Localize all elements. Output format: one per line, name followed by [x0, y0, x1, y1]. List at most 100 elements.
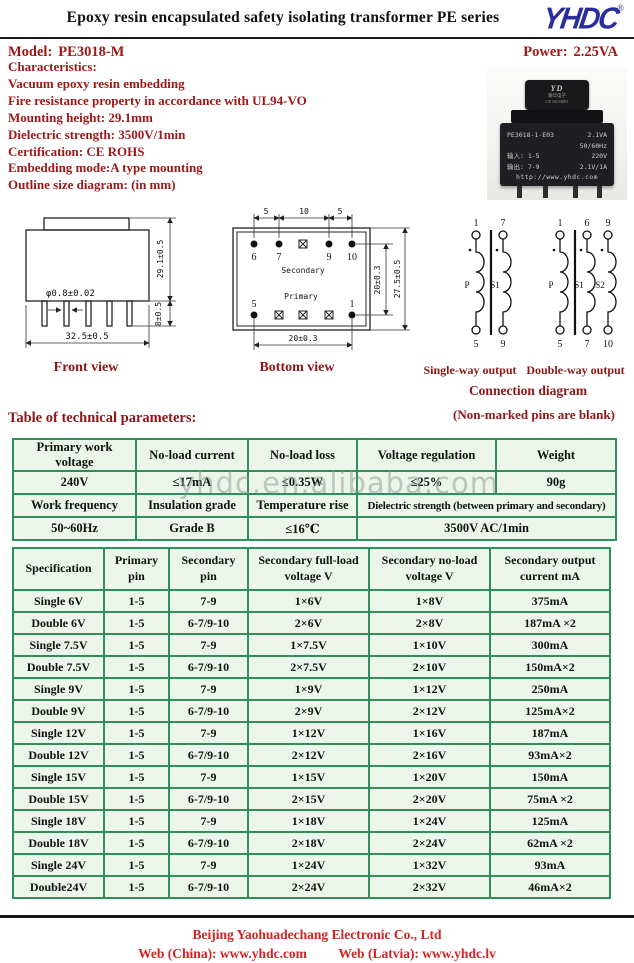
conn-single-top-7: 7: [501, 218, 506, 229]
table-cell: 7-9: [168, 765, 249, 789]
table-cell: Double24V: [12, 875, 105, 899]
table-cell: Single 6V: [12, 589, 105, 613]
table-cell: 6-7/9-10: [168, 875, 249, 899]
table-cell: Voltage regulation: [356, 438, 497, 472]
table-cell: 6-7/9-10: [168, 787, 249, 811]
dim-top-right: 5: [338, 207, 343, 216]
characteristics-heading: Characteristics:: [8, 59, 97, 74]
pin-label-10: 10: [347, 252, 357, 263]
table-cell: Single 18V: [12, 809, 105, 833]
table-cell: 1-5: [103, 611, 170, 635]
table-cell: Double 9V: [12, 699, 105, 723]
characteristic-item: Outline size diagram: (in mm): [8, 177, 176, 193]
table-cell: 50~60Hz: [12, 516, 137, 541]
table-cell: Grade B: [135, 516, 249, 541]
table-cell: ≤17mA: [135, 470, 249, 495]
connection-diagram-drawing: 1 7 5 9 P S1 1 6 9 5 7 10 P S1 S2: [464, 218, 617, 350]
table-row: Single 15V 1-5 7-9 1×15V 1×20V 150mA: [12, 765, 611, 789]
front-view-drawing: φ0.8±0.02 32.5±0.5 29.1±0.5 8±0.5: [25, 217, 176, 348]
table-cell: Double 12V: [12, 743, 105, 767]
table-cell: 125mA×2: [489, 699, 611, 723]
dim-pin-length: 8±0.5: [154, 302, 163, 326]
table-cell: 1×20V: [368, 765, 491, 789]
table-cell: 1×8V: [368, 589, 491, 613]
table-cell: 250mA: [489, 677, 611, 701]
table-cell: 1×16V: [368, 721, 491, 745]
table-cell: No-load loss: [247, 438, 358, 472]
model-value: PE3018-M: [58, 44, 125, 60]
front-view-caption: Front view: [53, 360, 119, 375]
table-cell: 1-5: [103, 787, 170, 811]
table-cell: Single 12V: [12, 721, 105, 745]
table-row: 240V ≤17mA ≤0.35W ≤25% 90g: [12, 470, 617, 495]
label-freq: 50/60Hz: [579, 141, 607, 150]
table-cell: 93mA: [489, 853, 611, 877]
table-cell: 3500V AC/1min: [356, 516, 617, 541]
table-cell: 187mA ×2: [489, 611, 611, 635]
table-cell: 1-5: [103, 699, 170, 723]
double-way-caption: Double-way output: [526, 363, 625, 377]
table-cell: 2×6V: [247, 611, 370, 635]
table-cell: 6-7/9-10: [168, 743, 249, 767]
pin-label-1: 1: [350, 299, 355, 310]
characteristic-item: Embedding mode:A type mounting: [8, 160, 203, 176]
table-cell: 1×6V: [247, 589, 370, 613]
dim-top-mid: 10: [299, 207, 309, 216]
table-cell: 2×9V: [247, 699, 370, 723]
table-cell: 7-9: [168, 633, 249, 657]
table-cell: 1×18V: [247, 809, 370, 833]
page-title: Epoxy resin encapsulated safety isolatin…: [66, 9, 500, 26]
transformer-top-cap: YD 耀华电子 CE ISO9001: [525, 80, 589, 110]
table-cell: 150mA×2: [489, 655, 611, 679]
table-cell: 2×20V: [368, 787, 491, 811]
primary-label: Primary: [284, 292, 318, 301]
table-cell: 7-9: [168, 589, 249, 613]
table-cell: ≤16℃: [247, 516, 358, 541]
transformer-pin: [543, 186, 548, 198]
coil-label-s1: S1: [490, 280, 500, 290]
table-cell: 7-9: [168, 809, 249, 833]
table-cell: Single 15V: [12, 765, 105, 789]
table-row: Double24V 1-5 6-7/9-10 2×24V 2×32V 46mA×2: [12, 875, 611, 899]
footer-company: Beijing Yaohuadechang Electronic Co., Lt…: [192, 927, 442, 942]
table-row: Single 18V 1-5 7-9 1×18V 1×24V 125mA: [12, 809, 611, 833]
table-cell: 46mA×2: [489, 875, 611, 899]
table-row: Double 7.5V 1-5 6-7/9-10 2×7.5V 2×10V 150mA×2: [12, 655, 611, 679]
footer-websites: Web (China): www.yhdc.com Web (Latvia): …: [0, 946, 634, 962]
table-cell: ≤0.35W: [247, 470, 358, 495]
table-cell: 90g: [495, 470, 617, 495]
table-cell: Secondary pin: [168, 547, 249, 591]
conn-double-top-6: 6: [585, 218, 590, 229]
characteristics-block: Characteristics: Vacuum epoxy resin embe…: [8, 59, 307, 194]
table-cell: 6-7/9-10: [168, 831, 249, 855]
spec-table-head: Specification Primary pin Secondary pin Sec…: [12, 547, 611, 591]
table-cell: Single 9V: [12, 677, 105, 701]
table-cell: 2×10V: [368, 655, 491, 679]
table-cell: Work frequency: [12, 493, 137, 518]
table-row: Primary work voltage No-load current No-lo…: [12, 438, 617, 472]
table-cell: 7-9: [168, 721, 249, 745]
table-cell: 75mA ×2: [489, 787, 611, 811]
cap-sub-text-2: CE ISO9001: [545, 99, 569, 104]
header-divider: [0, 37, 634, 39]
pin-label-7: 7: [277, 252, 282, 263]
transformer-shoulder: [511, 110, 603, 123]
pin-label-6: 6: [252, 252, 257, 263]
cap-sub-text-1: 耀华电子: [548, 93, 566, 98]
table-row: Single 9V 1-5 7-9 1×9V 1×12V 250mA: [12, 677, 611, 701]
table-cell: Weight: [495, 438, 617, 472]
table-cell: 150mA: [489, 765, 611, 789]
table-cell: Dielectric strength (between primary and…: [356, 493, 617, 518]
table-cell: 1-5: [103, 831, 170, 855]
coil-label-s1-2: S1: [574, 280, 584, 290]
table-row: Single 7.5V 1-5 7-9 1×7.5V 1×10V 300mA: [12, 633, 611, 657]
table-cell: 1×24V: [368, 809, 491, 833]
characteristic-item: Fire resistance property in accordance w…: [8, 92, 307, 108]
table-cell: 1-5: [103, 853, 170, 877]
table-cell: Secondary output current mA: [489, 547, 611, 591]
table-cell: 7-9: [168, 853, 249, 877]
table-row: Double 6V 1-5 6-7/9-10 2×6V 2×8V 187mA ×2: [12, 611, 611, 635]
power-row: Power: 2.25VA: [523, 44, 624, 61]
table-cell: Secondary no-load voltage V: [368, 547, 491, 591]
conn-double-top-1: 1: [558, 218, 563, 229]
